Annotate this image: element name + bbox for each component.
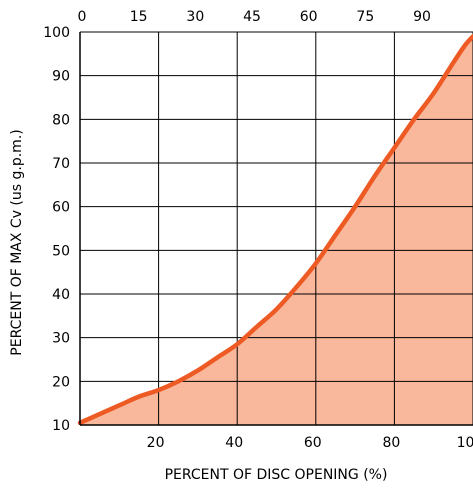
frame-layer	[79, 32, 473, 426]
y-axis-label: PERCENT OF MAX Cv (us g.p.m.)	[9, 129, 25, 355]
y-tick-label: 20	[52, 374, 70, 390]
cv-series-line	[77, 34, 473, 426]
y-tick-label: 50	[52, 243, 70, 259]
top-tick-label: 45	[243, 9, 261, 25]
x-tick-label: 40	[225, 435, 243, 451]
top-tick-label: 75	[356, 9, 374, 25]
top-tick-label: 60	[300, 9, 318, 25]
top-tick-label: 90	[413, 9, 431, 25]
x-tick-label: 80	[382, 435, 400, 451]
x-axis-label: PERCENT OF DISC OPENING (%)	[165, 467, 388, 483]
y-tick-label: 70	[52, 156, 70, 172]
y-tick-label: 90	[52, 69, 70, 85]
x-tick-label: 20	[147, 435, 165, 451]
y-tick-label: 80	[52, 112, 70, 128]
text-layer: PERCENT OF DISC OPENING (%) PERCENT OF M…	[9, 9, 473, 483]
top-tick-label: 0	[78, 9, 87, 25]
top-tick-label: 30	[186, 9, 204, 25]
area-fill	[80, 36, 473, 426]
y-tick-label: 40	[52, 287, 70, 303]
top-tick-label: 15	[130, 9, 148, 25]
y-tick-label: 30	[52, 331, 70, 347]
fill-layer	[80, 36, 473, 426]
y-tick-label: 60	[52, 200, 70, 216]
y-tick-label: 10	[52, 418, 70, 434]
x-tick-label: 60	[304, 435, 322, 451]
y-tick-label: 100	[43, 25, 70, 41]
line-layer	[77, 34, 473, 426]
x-tick-label: 100	[457, 435, 473, 451]
